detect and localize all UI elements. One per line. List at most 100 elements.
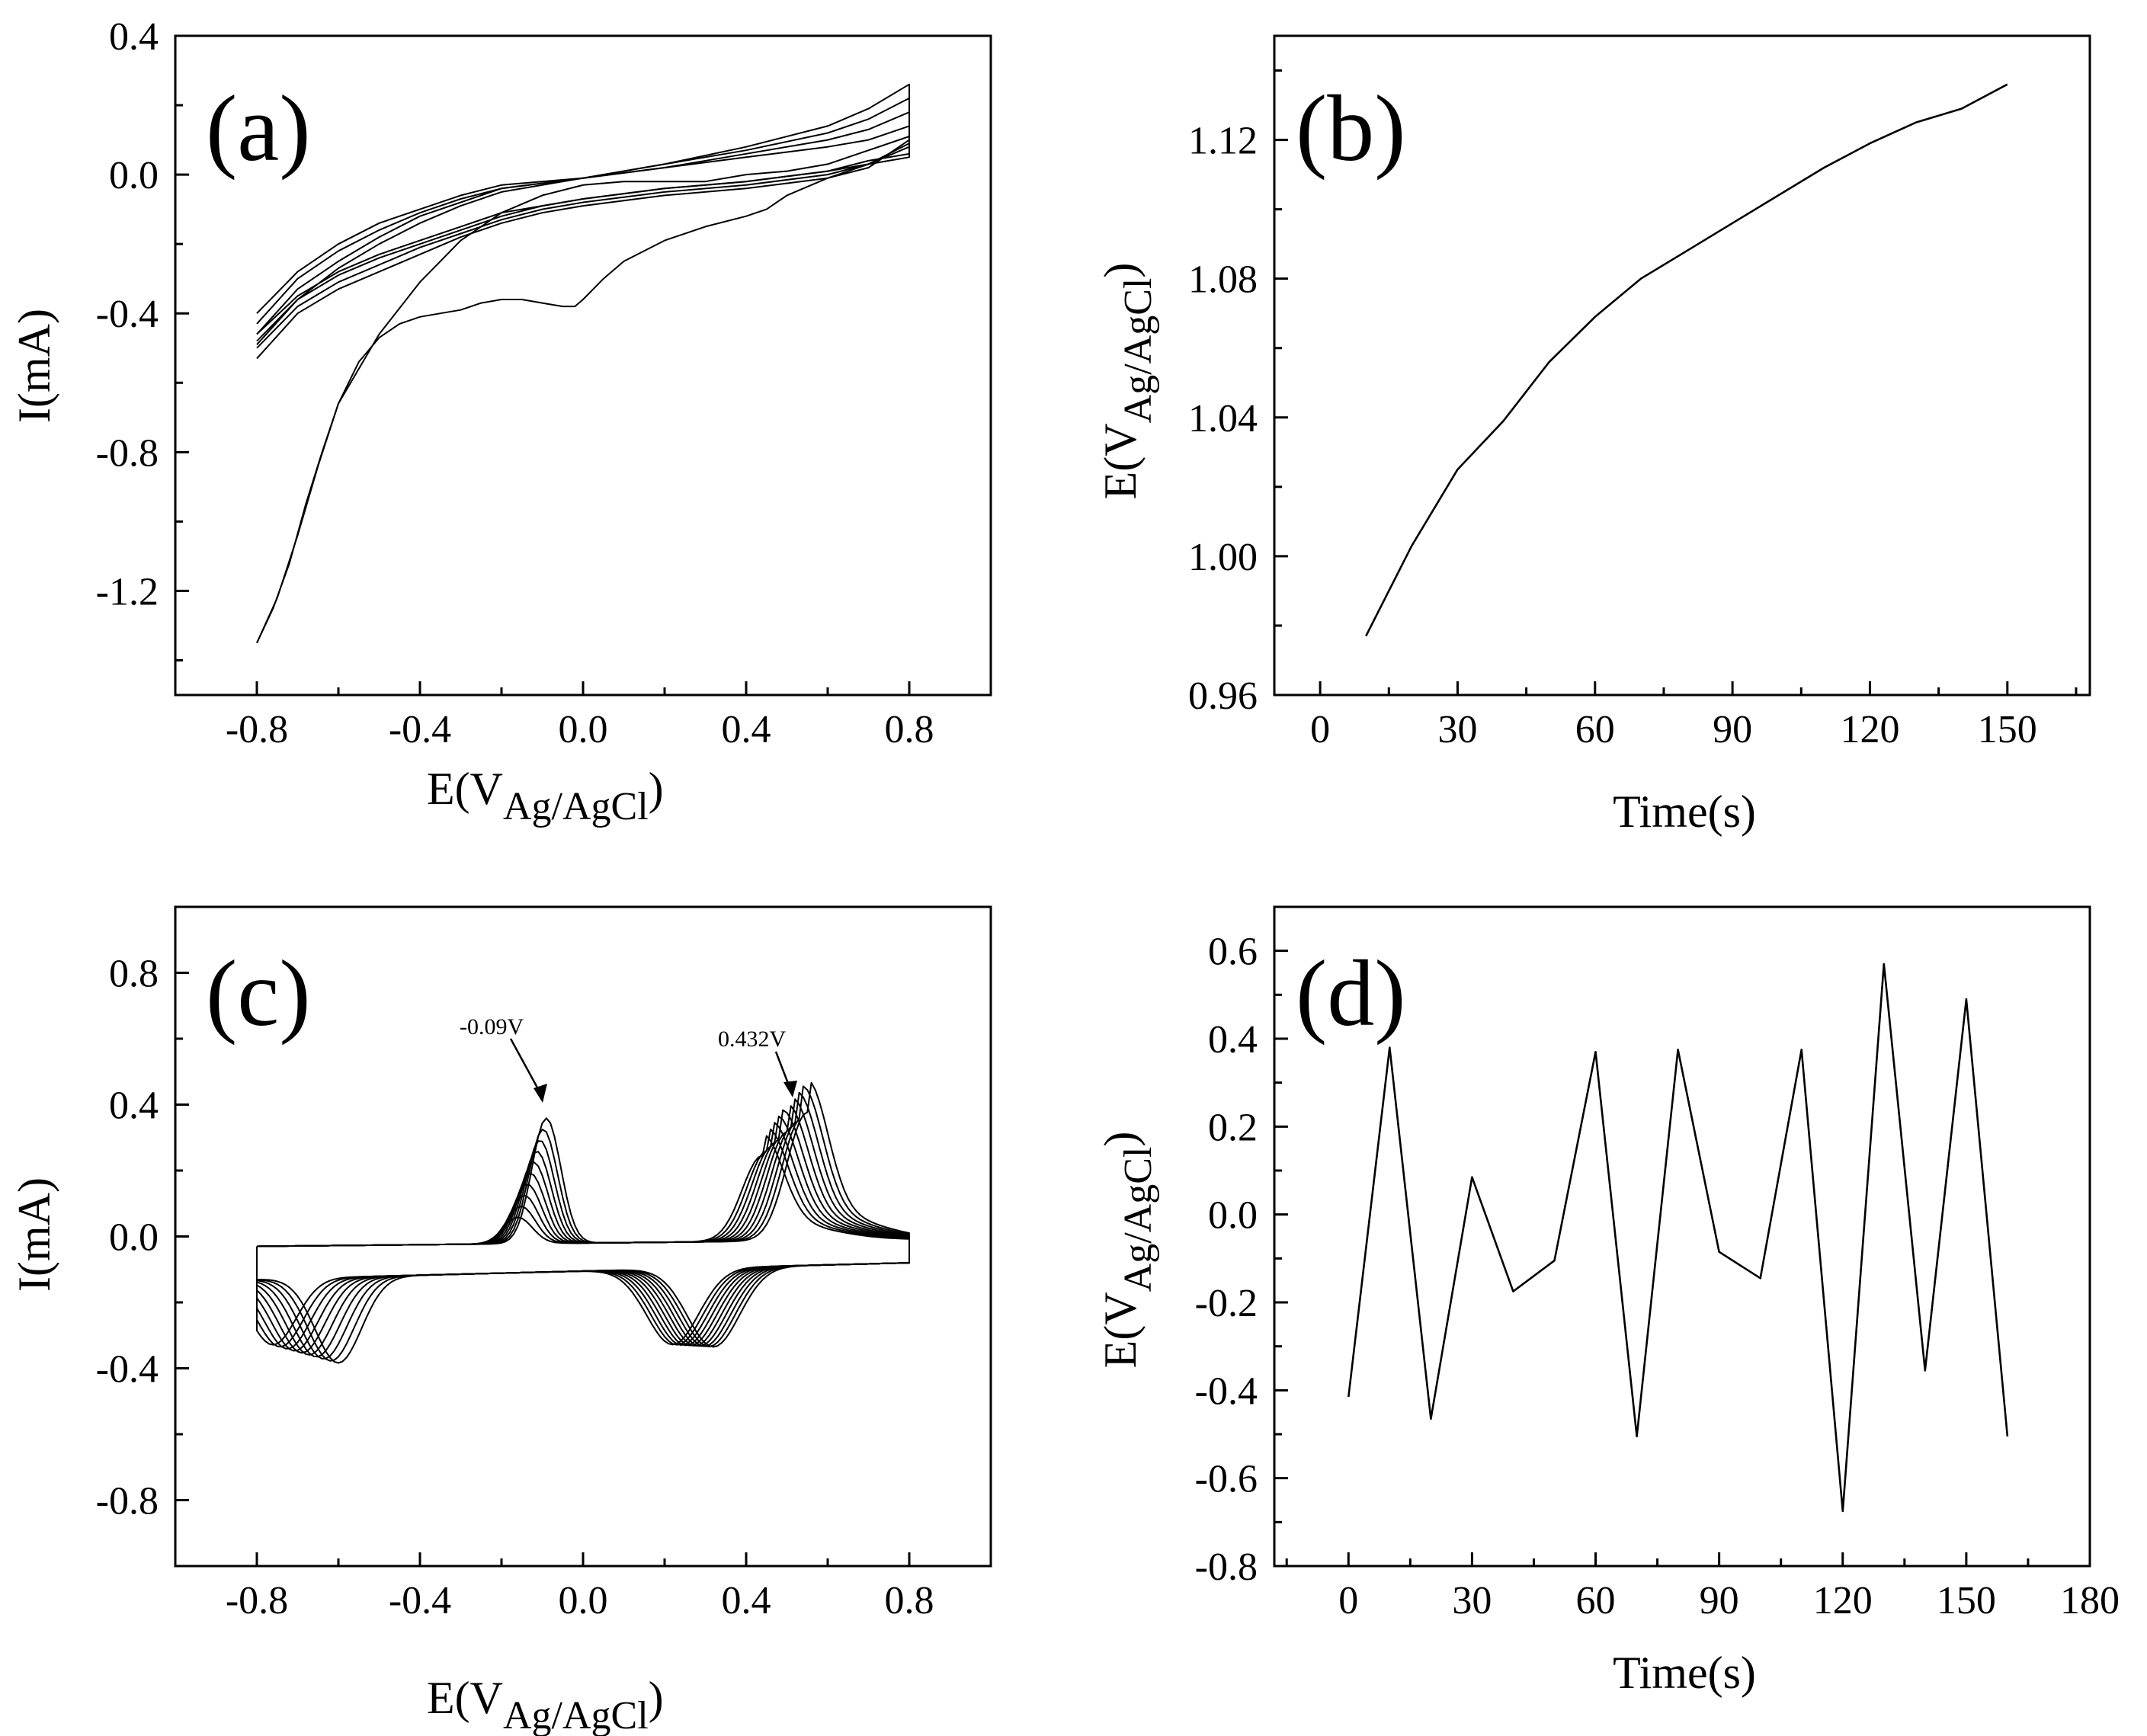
- panel-b-tick-labels: 0 30 60 90 120 150 0.96 1.00 1.04 1.08 1.12: [1188, 120, 2037, 751]
- y-tick-label: 0.4: [1208, 1018, 1258, 1062]
- x-tick-label: 90: [1700, 1579, 1739, 1622]
- x-tick-label: 150: [1937, 1579, 1996, 1622]
- y-tick-label: -0.8: [1195, 1545, 1258, 1589]
- cv-cycle-5: [256, 1109, 910, 1356]
- panel-d-y-title-end: ): [1095, 1132, 1146, 1147]
- panel-c-y-title: I(mA): [9, 1177, 59, 1292]
- panel-a-ticks: [175, 34, 911, 695]
- x-tick-label: 90: [1713, 708, 1752, 751]
- panel-b-y-title-end: ): [1095, 263, 1146, 278]
- panel-c-series: [256, 1081, 910, 1364]
- panel-b: 0 30 60 90 120 150 0.96 1.00 1.04 1.08 1.12 (b) E(…: [1095, 34, 2091, 837]
- panel-a-x-title-end: ): [649, 764, 664, 814]
- y-tick-label: -0.4: [96, 1348, 159, 1392]
- cv-cycle-10: [256, 1081, 910, 1348]
- cv-cycle-9: [256, 1085, 910, 1348]
- y-tick-label: 1.04: [1188, 397, 1258, 440]
- panel-a-x-title-main: E(V: [427, 764, 503, 814]
- x-tick-label: 0.8: [885, 708, 934, 751]
- panel-d-series: [1347, 962, 2009, 1513]
- x-tick-label: 180: [2060, 1579, 2120, 1622]
- panel-c: -0.8 -0.4 0.0 0.4 0.8 -0.8 -0.4 0.0 0.4 0.8 (c) -…: [9, 905, 992, 1736]
- y-tick-label: 0.0: [1208, 1194, 1258, 1238]
- x-tick-label: -0.8: [226, 708, 288, 751]
- panel-c-arrowhead-2: [783, 1081, 797, 1097]
- x-tick-label: 120: [1840, 708, 1899, 751]
- panel-b-series: [1365, 83, 2008, 637]
- panel-d-tick-labels: 0 30 60 90 120 150 180 -0.8 -0.6 -0.4 -0.2 0.0 0.2 0.…: [1195, 930, 2120, 1622]
- panel-d-y-title-main: E(V: [1095, 1292, 1146, 1368]
- panel-c-tick-labels: -0.8 -0.4 0.0 0.4 0.8 -0.8 -0.4 0.0 0.4 0.8: [96, 953, 934, 1623]
- series-a-4: [256, 97, 910, 349]
- y-tick-label: 0.4: [109, 15, 159, 59]
- panel-c-label: (c): [206, 941, 311, 1046]
- y-tick-label: 0.0: [109, 1216, 159, 1260]
- panel-d-y-title: E(VAg/AgCl): [1095, 1132, 1160, 1369]
- panel-a-tick-labels: -0.8 -0.4 0.0 0.4 0.8 -1.2 -0.8 -0.4 0.0 0.4: [96, 15, 934, 751]
- panel-c-x-title-main: E(V: [427, 1673, 503, 1723]
- panel-c-x-title-sub: Ag/AgCl: [503, 1694, 649, 1736]
- panel-a-label: (a): [206, 76, 311, 181]
- panel-b-frame: [1273, 34, 2091, 697]
- panel-d-ticks: [1274, 950, 2091, 1568]
- panel-c-x-title: E(VAg/AgCl): [427, 1673, 664, 1736]
- panel-c-annotation-2: 0.432V: [718, 1027, 787, 1052]
- x-tick-label: 60: [1575, 708, 1615, 751]
- cv-cycle-4: [256, 1115, 910, 1358]
- x-tick-label: 0: [1310, 708, 1330, 751]
- panel-b-y-title-main: E(V: [1095, 423, 1146, 499]
- x-tick-label: 0.0: [559, 1579, 608, 1622]
- x-tick-label: 0.4: [722, 1579, 771, 1622]
- panel-a: -0.8 -0.4 0.0 0.4 0.8-1.2-0.8-0.40.00.4 (a) …: [9, 15, 992, 828]
- y-tick-label: 0.8: [109, 953, 159, 996]
- y-tick-label: 0.2: [1208, 1106, 1258, 1149]
- series-a-2: [256, 136, 910, 644]
- series-a-6: [256, 125, 910, 335]
- y-tick-label: 1.12: [1188, 120, 1258, 163]
- x-tick-label: 0.4: [722, 708, 771, 751]
- x-tick-label: 30: [1437, 708, 1477, 751]
- x-tick-label: -0.8: [226, 1579, 288, 1622]
- panel-d-y-title-sub: Ag/AgCl: [1117, 1147, 1160, 1292]
- panel-d: 0 30 60 90 120 150 180 -0.8 -0.6 -0.4 -0.2 0.0 0.2 0.…: [1095, 905, 2120, 1698]
- x-tick-label: 120: [1813, 1579, 1873, 1622]
- x-tick-label: 0.0: [559, 708, 608, 751]
- panel-b-label: (b): [1296, 76, 1406, 181]
- panel-c-ticks: [175, 972, 911, 1566]
- y-tick-label: 1.08: [1188, 258, 1258, 302]
- x-tick-label: -0.4: [389, 708, 451, 751]
- y-tick-label: 0.6: [1208, 930, 1258, 974]
- x-tick-label: -0.4: [389, 1579, 451, 1622]
- y-tick-label: 0.96: [1188, 674, 1258, 718]
- panel-b-x-title: Time(s): [1613, 786, 1756, 837]
- panel-b-y-title: E(VAg/AgCl): [1095, 263, 1160, 500]
- x-tick-label: 0: [1338, 1579, 1358, 1622]
- y-tick-label: 0.0: [109, 154, 159, 197]
- y-tick-label: -0.8: [96, 431, 159, 475]
- y-tick-label: -0.8: [96, 1480, 159, 1523]
- panel-a-x-title-sub: Ag/AgCl: [503, 785, 649, 828]
- panel-d-x-title: Time(s): [1613, 1648, 1756, 1698]
- x-tick-label: 0.8: [885, 1579, 934, 1622]
- cv-cycle-1: [256, 1135, 910, 1364]
- y-tick-label: -0.4: [96, 293, 159, 336]
- panel-b-y-title-sub: Ag/AgCl: [1117, 278, 1160, 424]
- cv-cycle-7: [256, 1098, 910, 1352]
- series-a-5: [256, 111, 910, 342]
- panel-a-series: [256, 83, 910, 644]
- y-tick-label: -1.2: [96, 570, 159, 613]
- x-tick-label: 30: [1452, 1579, 1492, 1622]
- series-a-3: [256, 83, 910, 360]
- panel-d-frame: [1273, 905, 2091, 1568]
- y-tick-label: -0.6: [1195, 1458, 1258, 1501]
- series-a-1: [256, 143, 910, 644]
- panel-c-arrowhead-1: [534, 1084, 547, 1103]
- y-tick-label: 0.4: [109, 1084, 159, 1128]
- series-b-1: [1365, 83, 2008, 637]
- panel-c-x-title-end: ): [649, 1673, 664, 1723]
- y-tick-label: -0.4: [1195, 1369, 1258, 1413]
- panel-c-annotation-1: -0.09V: [460, 1014, 524, 1039]
- y-tick-label: -0.2: [1195, 1282, 1258, 1325]
- x-tick-label: 60: [1576, 1579, 1616, 1622]
